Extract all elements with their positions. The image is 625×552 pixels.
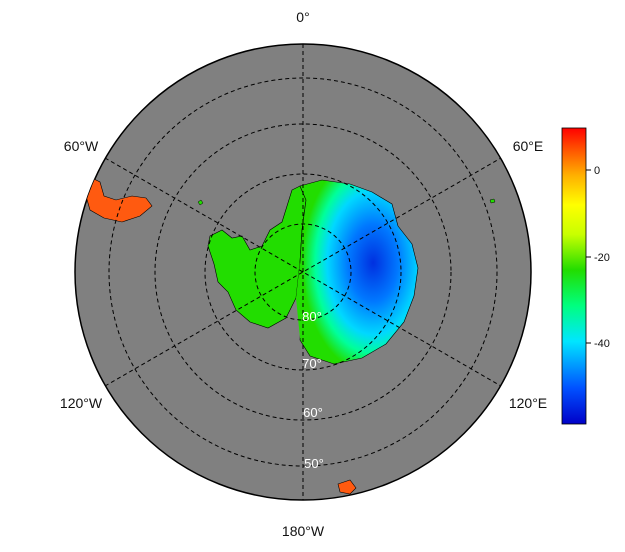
- latitude-label-70: 70°: [302, 356, 322, 371]
- meridian-label-180w: 180°W: [282, 523, 325, 539]
- colorbar-tick-label: 0: [594, 165, 600, 177]
- colorbar-tick-label: -40: [594, 338, 610, 350]
- colorbar: [561, 127, 587, 425]
- island: [489, 198, 496, 204]
- meridian-label-60w: 60°W: [64, 138, 99, 154]
- meridian-lines: [104, 44, 502, 500]
- ross-ice-rim: [296, 262, 310, 340]
- colorbar-ticks: [586, 169, 591, 344]
- meridian-label-120w: 120°W: [60, 395, 103, 411]
- meridian-label-120e: 120°E: [509, 395, 547, 411]
- colorbar-tick-label: -20: [594, 252, 610, 264]
- latitude-label-80: 80°: [302, 309, 322, 324]
- south-america: [85, 177, 153, 223]
- latitude-label-60: 60°: [303, 405, 323, 420]
- tasmania: [337, 479, 357, 495]
- island: [197, 199, 204, 206]
- latitude-label-50: 50°: [304, 456, 324, 471]
- meridian-label-60e: 60°E: [513, 138, 544, 154]
- meridian-label-0: 0°: [296, 9, 309, 25]
